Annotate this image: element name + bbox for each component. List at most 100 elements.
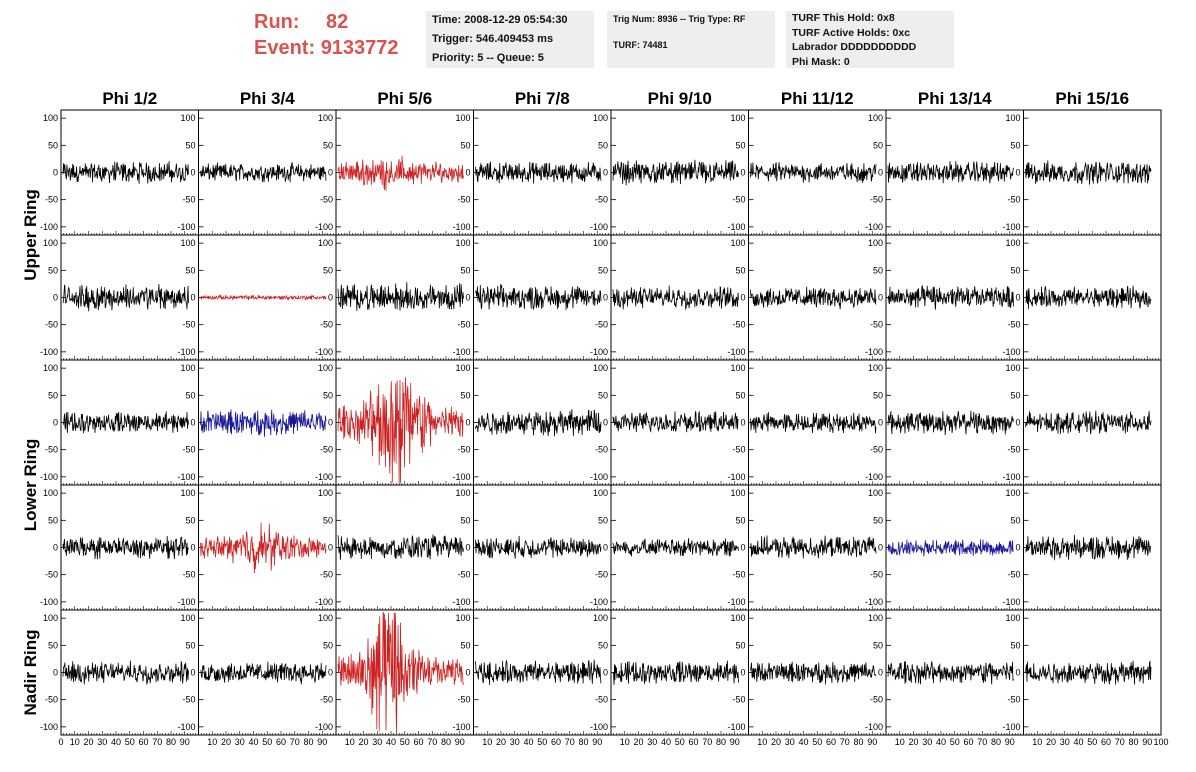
y-tick-label: 100 [318,613,333,623]
y-tick-label: -50 [182,195,195,205]
x-tick-label: 30 [97,737,107,747]
y-tick-label: -50 [1007,445,1020,455]
y-tick-label: 100 [868,363,883,373]
y-tick-label: -50 [45,695,58,705]
waveform-trace-r1-c2 [200,161,327,183]
time-info-box: Time: 2008-12-29 05:54:30 Trigger: 546.4… [426,11,594,68]
x-tick-label: 60 [413,737,423,747]
x-tick-label: 0 [58,737,63,747]
y-tick-label: -50 [457,195,470,205]
trig-num-text: Trig Num: 8936 -- Trig Type: RF [613,14,746,24]
x-tick-label: 10 [345,737,355,747]
y-tick-label: 50 [598,515,608,525]
y-tick-label: 0 [190,293,195,303]
y-tick-label: 0 [53,168,58,178]
y-tick-label: 0 [740,668,745,678]
turf-active-text: TURF Active Holds: 0xc [792,26,911,39]
y-tick-label: 50 [460,640,470,650]
waveform-trace-r1-c1 [62,161,189,184]
waveform-trace-r3-c5 [612,410,739,433]
y-tick-label: -50 [45,570,58,580]
y-tick-label: -100 [865,597,883,607]
y-tick-label: 50 [598,140,608,150]
y-tick-label: -100 [177,347,195,357]
x-tick-label: 50 [950,737,960,747]
waveform-trace-r4-c8 [1025,534,1152,561]
y-tick-label: -100 [865,347,883,357]
y-tick-label: 100 [180,488,195,498]
y-tick-label: -100 [452,347,470,357]
y-tick-label: -50 [182,320,195,330]
waveform-trace-r2-c7 [887,285,1014,310]
y-tick-label: -100 [177,597,195,607]
y-tick-label: -50 [320,445,333,455]
y-tick-label: 0 [740,293,745,303]
y-tick-label: -50 [320,570,333,580]
column-title-3: Phi 5/6 [377,89,432,108]
x-tick-label: 80 [716,737,726,747]
y-tick-label: 100 [868,113,883,123]
y-tick-label: -50 [1007,320,1020,330]
y-tick-label: 0 [878,668,883,678]
x-tick-label: 50 [125,737,135,747]
waveform-trace-r4-c6 [750,535,877,559]
x-tick-label: 80 [578,737,588,747]
y-tick-label: -100 [590,347,608,357]
y-tick-label: 100 [180,113,195,123]
y-tick-label: -50 [870,195,883,205]
y-tick-label: 100 [318,238,333,248]
y-tick-label: 0 [190,168,195,178]
y-tick-label: 50 [598,390,608,400]
y-tick-label: 50 [1010,140,1020,150]
y-tick-label: 100 [593,488,608,498]
x-tick-label: 50 [812,737,822,747]
run-value: 82 [326,11,349,33]
x-tick-label: 60 [963,737,973,747]
y-tick-label: -100 [40,722,58,732]
y-tick-label: -100 [1002,222,1020,232]
y-tick-label: -100 [590,597,608,607]
waveform-trace-r1-c3 [337,155,464,191]
y-tick-label: 100 [593,363,608,373]
y-tick-label: -100 [865,222,883,232]
waveform-trace-r3-c6 [750,412,877,434]
labrador-text: Labrador DDDDDDDDDD [792,41,917,53]
waveform-trace-r2-c2 [200,293,327,301]
x-tick-label: 40 [386,737,396,747]
y-tick-label: 100 [455,238,470,248]
y-tick-label: 50 [185,640,195,650]
waveform-trace-r5-c1 [62,660,189,686]
x-tick-label: 30 [647,737,657,747]
y-tick-label: 0 [328,543,333,553]
x-tick-label: 40 [1073,737,1083,747]
x-tick-label: 20 [221,737,231,747]
column-title-4: Phi 7/8 [515,89,570,108]
row-title-1: Upper Ring [21,189,40,281]
x-tick-label: 90 [592,737,602,747]
y-tick-label: 50 [735,265,745,275]
y-tick-label: 0 [740,543,745,553]
y-tick-label: -50 [320,195,333,205]
x-tick-label: 10 [70,737,80,747]
y-tick-label: -50 [732,195,745,205]
x-tick-label: 30 [922,737,932,747]
waveform-trace-r5-c2 [200,661,327,685]
y-tick-label: 50 [873,265,883,275]
y-tick-label: 50 [1010,390,1020,400]
y-tick-label: -50 [45,195,58,205]
waveform-trace-r5-c8 [1025,660,1152,685]
y-tick-label: -100 [452,222,470,232]
waveform-trace-r1-c6 [750,162,877,183]
y-tick-label: 100 [730,363,745,373]
y-tick-label: -100 [865,722,883,732]
x-tick-label: 90 [455,737,465,747]
y-tick-label: 50 [460,390,470,400]
y-tick-label: 0 [878,293,883,303]
y-tick-label: 50 [735,640,745,650]
y-tick-label: 100 [1005,363,1020,373]
turf-hold-text: TURF This Hold: 0x8 [792,12,895,24]
y-tick-label: -100 [590,222,608,232]
y-tick-label: 100 [730,488,745,498]
event-value: 9133772 [320,37,399,59]
y-tick-label: 50 [1010,265,1020,275]
